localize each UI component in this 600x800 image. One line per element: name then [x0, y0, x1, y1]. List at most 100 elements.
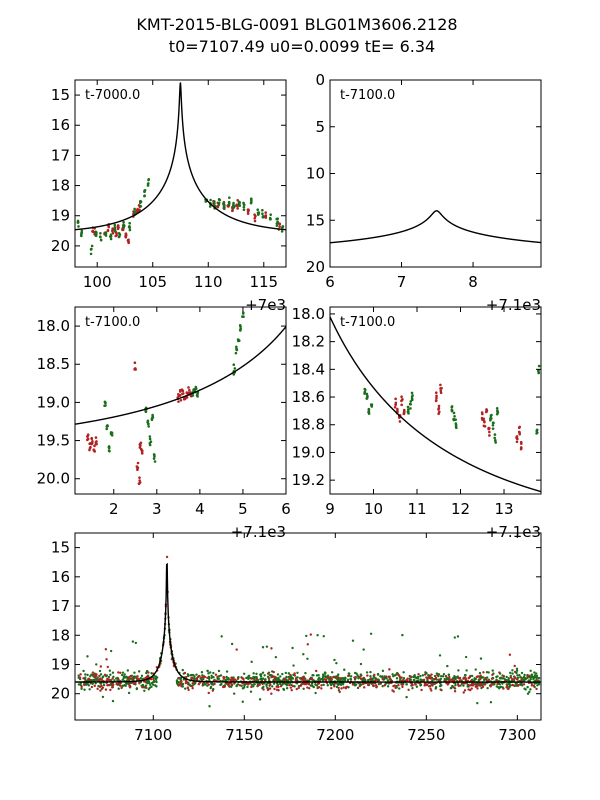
data-point-red — [398, 675, 401, 678]
data-point-green — [276, 673, 280, 676]
data-point-red — [528, 674, 531, 678]
data-point-red — [140, 452, 144, 455]
data-point-red — [93, 684, 96, 688]
data-point-red — [372, 684, 375, 688]
data-point-green — [186, 673, 190, 676]
data-point-green — [77, 674, 80, 677]
data-point-red — [222, 676, 226, 679]
data-point-green — [453, 636, 456, 639]
data-point-green — [133, 210, 136, 213]
data-point-green — [151, 683, 155, 686]
data-point-red — [197, 674, 201, 678]
x-tick-label: 115 — [249, 273, 278, 291]
data-point-green — [376, 672, 380, 676]
data-point-green — [239, 329, 242, 332]
data-point-red — [401, 683, 404, 686]
data-point-red — [95, 442, 98, 446]
data-point-green — [228, 201, 231, 205]
data-point-red — [358, 684, 362, 688]
data-point-green — [261, 215, 265, 219]
x-tick-label: 110 — [194, 273, 223, 291]
data-point-green — [519, 682, 522, 686]
data-point-red — [187, 688, 190, 692]
data-point-green — [535, 674, 539, 678]
data-point-red — [401, 679, 405, 682]
data-point-red — [417, 673, 420, 676]
data-point-green — [103, 400, 107, 404]
data-point-red — [216, 675, 219, 678]
data-point-red — [294, 678, 298, 682]
data-point-red — [181, 389, 185, 393]
data-point-green — [487, 671, 490, 674]
data-point-red — [409, 675, 412, 678]
data-point-red — [88, 442, 91, 446]
data-point-green — [261, 646, 265, 649]
data-point-red — [400, 676, 403, 679]
data-point-green — [322, 683, 325, 687]
y-tick-label: 20 — [306, 258, 325, 276]
data-point-green — [137, 670, 141, 673]
data-point-green — [401, 633, 404, 637]
data-point-red — [267, 677, 271, 680]
data-point-red — [165, 555, 169, 559]
data-point-red — [323, 678, 326, 681]
data-point-red — [490, 677, 494, 680]
data-point-green — [155, 685, 158, 688]
data-point-red — [396, 407, 399, 411]
data-point-red — [250, 677, 253, 680]
data-point-green — [297, 684, 301, 688]
data-point-red — [261, 682, 264, 686]
data-point-red — [188, 388, 191, 392]
data-point-red — [119, 684, 122, 687]
data-point-green — [147, 178, 150, 182]
data-point-green — [210, 676, 213, 680]
data-point-green — [305, 634, 308, 638]
data-point-red — [93, 450, 97, 453]
data-point-green — [107, 445, 111, 448]
data-point-green — [362, 648, 365, 651]
data-point-green — [369, 670, 372, 674]
data-point-green — [268, 216, 272, 220]
data-point-green — [232, 692, 236, 695]
data-point-green — [89, 252, 93, 256]
data-point-green — [195, 673, 198, 676]
y-tick-label: 17 — [51, 597, 70, 615]
data-point-red — [128, 684, 131, 687]
data-point-red — [90, 685, 94, 689]
data-point-red — [482, 417, 486, 421]
data-point-red — [519, 440, 523, 444]
data-point-green — [314, 683, 317, 686]
data-point-green — [486, 686, 489, 690]
axes-frame — [74, 532, 542, 721]
data-point-red — [104, 688, 108, 691]
data-point-green — [252, 685, 255, 688]
data-point-green — [410, 397, 414, 401]
data-point-green — [439, 675, 443, 678]
data-point-red — [435, 394, 438, 398]
y-tick-label: 5 — [315, 118, 325, 136]
data-point-green — [120, 673, 124, 677]
data-point-red — [87, 677, 91, 681]
data-point-green — [526, 692, 530, 695]
data-point-red — [517, 683, 520, 687]
data-point-green — [76, 221, 80, 224]
data-point-green — [236, 683, 240, 686]
data-point-green — [210, 681, 214, 685]
data-point-red — [394, 397, 397, 401]
data-point-red — [405, 678, 408, 682]
data-point-green — [478, 671, 482, 675]
x-tick-label: 4 — [195, 500, 205, 518]
data-point-green — [217, 677, 221, 680]
data-point-red — [197, 683, 201, 686]
data-point-green — [89, 682, 93, 685]
data-point-green — [528, 690, 531, 694]
data-point-red — [136, 466, 140, 469]
data-point-red — [434, 676, 438, 680]
data-point-green — [276, 217, 280, 221]
data-point-green — [537, 683, 541, 686]
data-point-red — [290, 689, 293, 692]
data-point-green — [140, 674, 144, 678]
y-tick-label: 18 — [51, 177, 70, 195]
data-point-green — [241, 311, 245, 315]
